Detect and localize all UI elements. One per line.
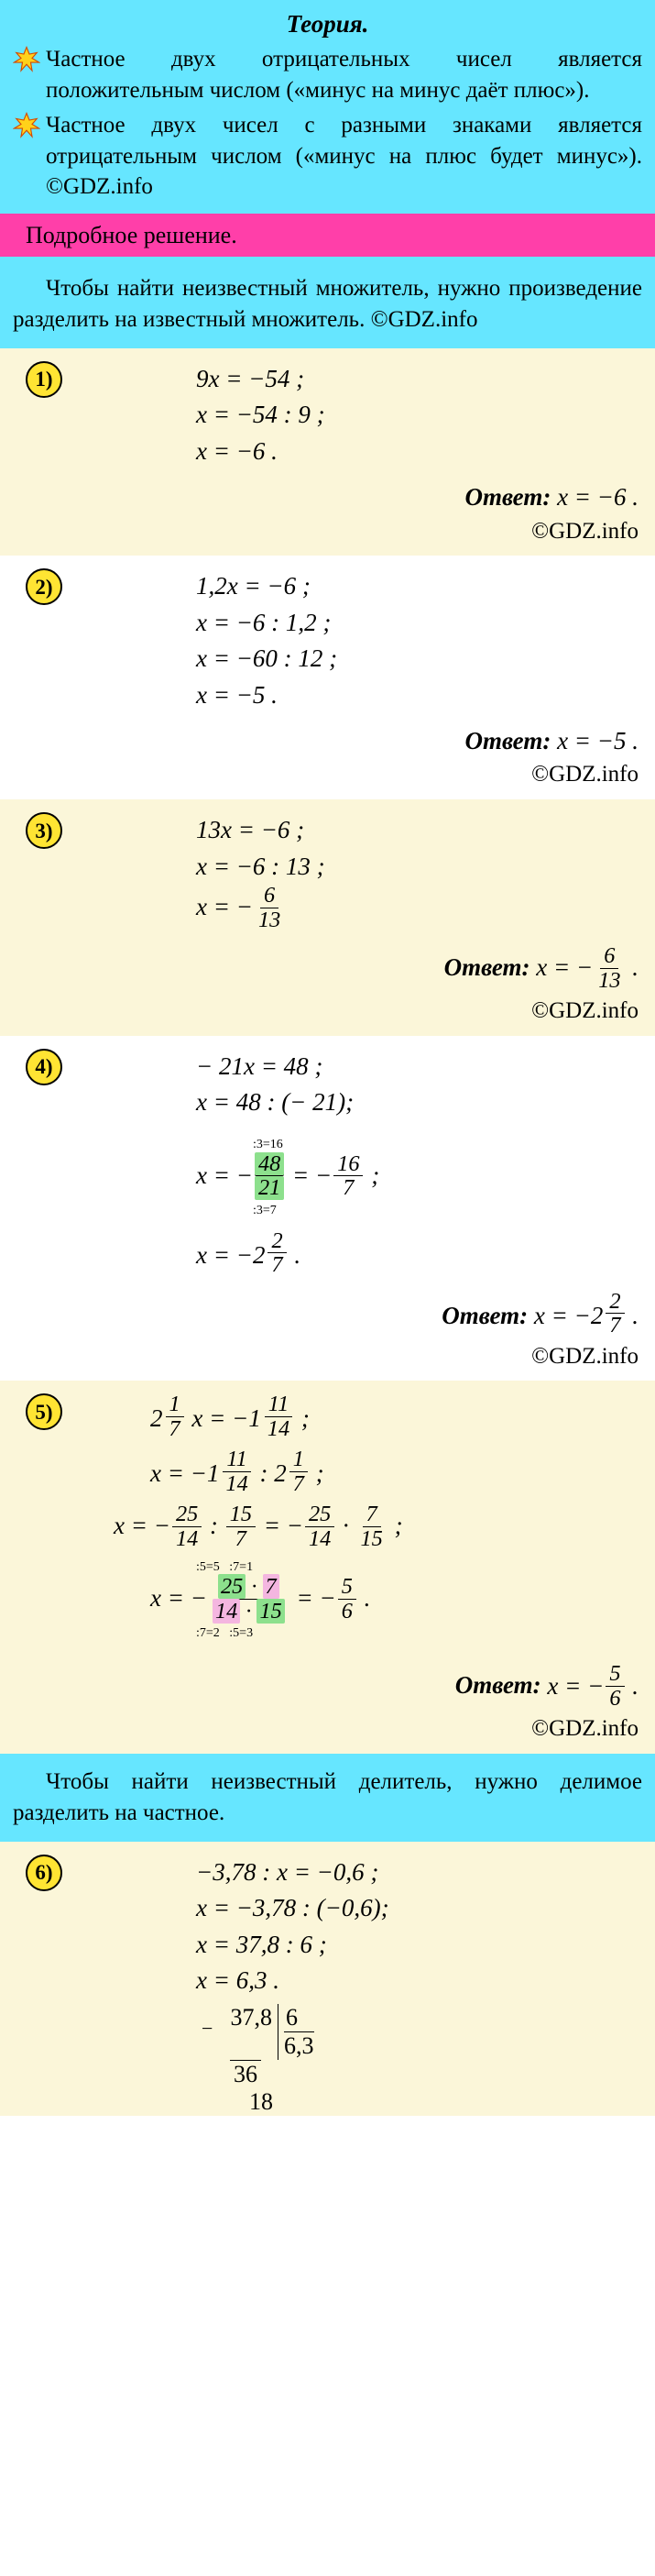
answer-label: Ответ: <box>464 483 551 511</box>
problem-number-badge: 1) <box>26 361 62 398</box>
problem-number-badge: 4) <box>26 1049 62 1085</box>
ld-dividend: − 37,8 <box>196 2004 278 2060</box>
star-icon <box>13 46 40 73</box>
eq-line: 1,2x = −6 ; <box>196 569 642 602</box>
equations: 1,2x = −6 ; x = −6 : 1,2 ; x = −60 : 12 … <box>196 569 642 711</box>
eq-line: x = −6 . <box>196 435 642 468</box>
problem-number-badge: 3) <box>26 812 62 849</box>
ld-divisor: 6 <box>284 2004 314 2032</box>
eq-line: x = −11114 : 217 ; <box>150 1449 642 1497</box>
problem-4: 4) − 21x = 48 ; x = 48 : (− 21); :3=16 x… <box>0 1036 655 1382</box>
answer: Ответ: x = −613 . <box>13 946 639 994</box>
eq-line: 9x = −54 ; <box>196 362 642 395</box>
intro2-text: Чтобы найти неизвестный делитель, нужно … <box>13 1767 642 1829</box>
answer: Ответ: x = −6 . <box>13 480 639 513</box>
problem-number-badge: 6) <box>26 1855 62 1891</box>
theory-bullet-2: Частное двух чисел с разными знаками явл… <box>13 110 642 203</box>
eq-line: 217 x = −11114 ; <box>150 1394 642 1442</box>
fraction: 613 <box>595 944 624 992</box>
solution-header: Подробное решение. <box>0 214 655 257</box>
answer-label: Ответ: <box>442 1302 528 1329</box>
eq-line: x = −227 . <box>196 1231 642 1279</box>
equations: −3,78 : x = −0,6 ; x = −3,78 : (−0,6); x… <box>196 1855 642 1998</box>
answer-label: Ответ: <box>444 953 530 981</box>
credit: ©GDZ.info <box>13 516 639 547</box>
eq-line: x = −25 · 714 · 15 = −56 . <box>150 1577 642 1624</box>
eq-line: x = −6 : 13 ; <box>196 850 642 883</box>
eq-line: x = −6 : 1,2 ; <box>196 606 642 639</box>
intro2-block: Чтобы найти неизвестный делитель, нужно … <box>0 1754 655 1842</box>
fraction: 25 · 714 · 15 <box>209 1575 289 1623</box>
star-icon <box>13 112 40 139</box>
answer: Ответ: x = −5 . <box>13 724 639 757</box>
equations: − 21x = 48 ; x = 48 : (− 21); :3=16 x = … <box>196 1050 642 1279</box>
ld-subtrahend: 36 <box>196 2060 278 2088</box>
intro-text: Чтобы найти неизвестный множитель, нужно… <box>13 273 642 336</box>
problem-1: 1) 9x = −54 ; x = −54 : 9 ; x = −6 . Отв… <box>0 348 655 556</box>
theory-block: Теория. Частное двух отрицательных чисел… <box>0 0 655 214</box>
eq-line: x = −2514 : 157 = −2514 · 715 ; <box>114 1504 642 1552</box>
problem-number-badge: 2) <box>26 568 62 605</box>
reduce-note-bot: :7=2 :5=3 <box>196 1627 642 1640</box>
credit: ©GDZ.info <box>13 759 639 790</box>
answer-value: x = −5 . <box>557 727 639 754</box>
theory-bullet-1: Частное двух отрицательных чисел являетс… <box>13 44 642 106</box>
eq-line: x = 37,8 : 6 ; <box>196 1928 642 1961</box>
ld-remainder: 18 <box>196 2088 278 2116</box>
long-division: − 37,8 6 6,3 36 18 <box>196 2004 642 2116</box>
fraction: 167 <box>333 1152 363 1200</box>
equations: 13x = −6 ; x = −6 : 13 ; x = −613 <box>196 813 642 933</box>
equations: 217 x = −11114 ; x = −11114 : 217 ; x = … <box>150 1394 642 1640</box>
equations: 9x = −54 ; x = −54 : 9 ; x = −6 . <box>196 362 642 468</box>
answer-label: Ответ: <box>464 727 551 754</box>
ld-quotient: 6,3 <box>284 2032 314 2060</box>
answer-label: Ответ: <box>455 1672 541 1700</box>
reduce-note-top: :3=16 <box>253 1139 642 1151</box>
intro-block: Чтобы найти неизвестный множитель, нужно… <box>0 257 655 348</box>
answer: Ответ: x = −56 . <box>13 1664 639 1712</box>
eq-line: x = 48 : (− 21); <box>196 1085 642 1118</box>
eq-line: x = 6,3 . <box>196 1964 642 1997</box>
eq-line: 13x = −6 ; <box>196 813 642 846</box>
eq-line: x = −3,78 : (−0,6); <box>196 1891 642 1924</box>
answer-value: x = −613 . <box>536 953 639 981</box>
problem-3: 3) 13x = −6 ; x = −6 : 13 ; x = −613 Отв… <box>0 799 655 1036</box>
theory-title: Теория. <box>13 7 642 40</box>
eq-line: x = −5 . <box>196 678 642 711</box>
credit: ©GDZ.info <box>13 1341 639 1372</box>
fraction: 613 <box>255 884 284 931</box>
problem-number-badge: 5) <box>26 1393 62 1430</box>
answer-value: x = −6 . <box>557 483 639 511</box>
eq-line: x = −613 <box>196 886 642 933</box>
reduce-note-top: :5=5 :7=1 <box>196 1561 642 1574</box>
problem-2: 2) 1,2x = −6 ; x = −6 : 1,2 ; x = −60 : … <box>0 556 655 799</box>
theory-p1: Частное двух отрицательных чисел являетс… <box>46 44 642 106</box>
eq-line: x = −60 : 12 ; <box>196 642 642 675</box>
eq-line: x = −54 : 9 ; <box>196 398 642 431</box>
answer-value: x = −56 . <box>547 1672 639 1700</box>
problem-6: 6) −3,78 : x = −0,6 ; x = −3,78 : (−0,6)… <box>0 1842 655 2116</box>
mixed-number: 227 <box>253 1231 289 1279</box>
problem-5: 5) 217 x = −11114 ; x = −11114 : 217 ; x… <box>0 1381 655 1754</box>
answer-value: x = −227 . <box>534 1302 639 1329</box>
fraction: 4821 <box>255 1152 284 1200</box>
eq-line: x = −4821 = −167 ; <box>196 1154 642 1202</box>
reduce-note-bot: :3=7 <box>253 1205 642 1217</box>
credit: ©GDZ.info <box>13 996 639 1027</box>
eq-line: − 21x = 48 ; <box>196 1050 642 1083</box>
credit: ©GDZ.info <box>13 1713 639 1745</box>
theory-p2: Частное двух чисел с разными знаками явл… <box>46 110 642 203</box>
eq-line: −3,78 : x = −0,6 ; <box>196 1855 642 1888</box>
answer: Ответ: x = −227 . <box>13 1292 639 1339</box>
eq-prefix: x = − <box>196 893 253 920</box>
